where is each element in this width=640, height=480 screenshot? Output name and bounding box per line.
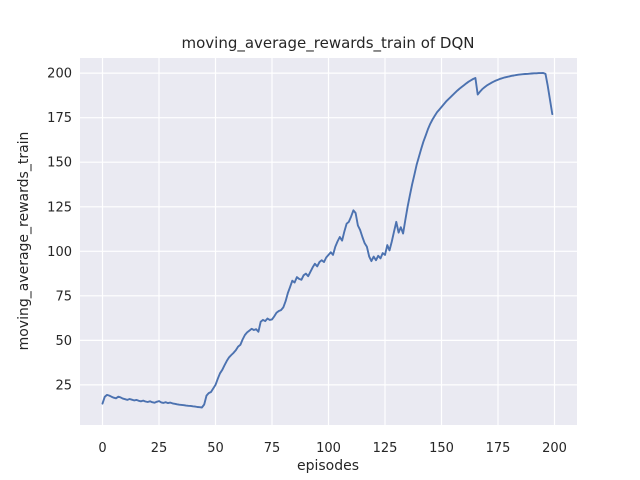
x-tick-labels: 0 25 50 75 100 125 150 175 200 — [98, 441, 567, 456]
x-tick-label: 0 — [98, 441, 106, 456]
y-tick-label: 150 — [47, 156, 72, 171]
x-tick-label: 200 — [542, 441, 567, 456]
x-tick-label: 125 — [373, 441, 398, 456]
x-tick-label: 100 — [316, 441, 341, 456]
y-tick-label: 100 — [47, 245, 72, 260]
series-line-group — [101, 72, 554, 409]
x-tick-label: 25 — [151, 441, 168, 456]
x-tick-label: 150 — [429, 441, 454, 456]
x-axis-label: episodes — [297, 458, 359, 474]
y-tick-label: 75 — [55, 289, 72, 304]
y-tick-label: 25 — [55, 378, 72, 393]
y-tick-label: 50 — [55, 334, 72, 349]
gridlines — [80, 58, 577, 425]
x-tick-label: 175 — [486, 441, 511, 456]
y-tick-label: 125 — [47, 200, 72, 215]
y-tick-labels: 25 50 75 100 125 150 175 200 — [47, 67, 72, 394]
y-tick-label: 200 — [47, 67, 72, 82]
y-tick-label: 175 — [47, 111, 72, 126]
series-line-moving_average_rewards_train — [101, 72, 554, 409]
x-tick-label: 50 — [207, 441, 224, 456]
chart-title: moving_average_rewards_train of DQN — [181, 34, 474, 53]
y-axis-label: moving_average_rewards_train — [16, 132, 32, 351]
x-tick-label: 75 — [264, 441, 281, 456]
